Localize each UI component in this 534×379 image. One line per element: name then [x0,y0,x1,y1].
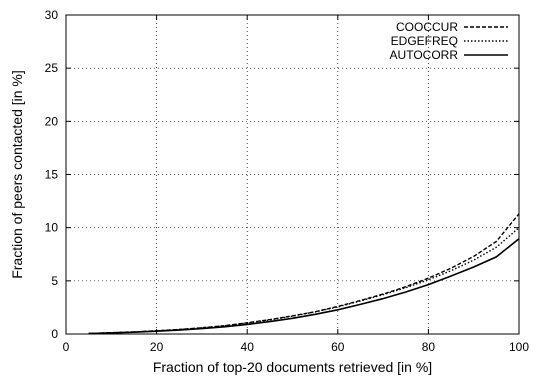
axis-tick-labels: 0 20 40 60 80 100 0 5 10 15 20 25 30 [45,8,530,354]
y-tick-label: 30 [45,8,59,22]
series-line-autocorr [88,238,520,335]
x-tick-label: 100 [509,340,529,354]
legend-label: EDGEFREQ [391,34,458,48]
y-tick-label: 5 [51,274,58,288]
series-line-cooccur [88,213,520,335]
x-axis-title: Fraction of top-20 documents retrieved [… [153,359,432,375]
plot-frame [65,14,520,335]
y-tick-label: 20 [45,114,59,128]
x-tick-label: 0 [63,340,70,354]
y-tick-label: 0 [51,327,58,341]
plot-series [88,213,520,335]
grid-lines [66,15,519,334]
y-tick-label: 10 [45,221,59,235]
x-tick-label: 20 [150,340,164,354]
y-axis-title: Fraction of peers contacted [in %] [9,70,25,279]
x-tick-label: 40 [241,340,255,354]
x-tick-label: 60 [331,340,345,354]
legend-label: COOCCUR [396,20,458,34]
y-tick-label: 25 [45,61,59,75]
axis-ticks [65,14,520,335]
y-tick-label: 15 [45,168,59,182]
x-tick-label: 80 [422,340,436,354]
legend-label: AUTOCORR [390,48,459,62]
